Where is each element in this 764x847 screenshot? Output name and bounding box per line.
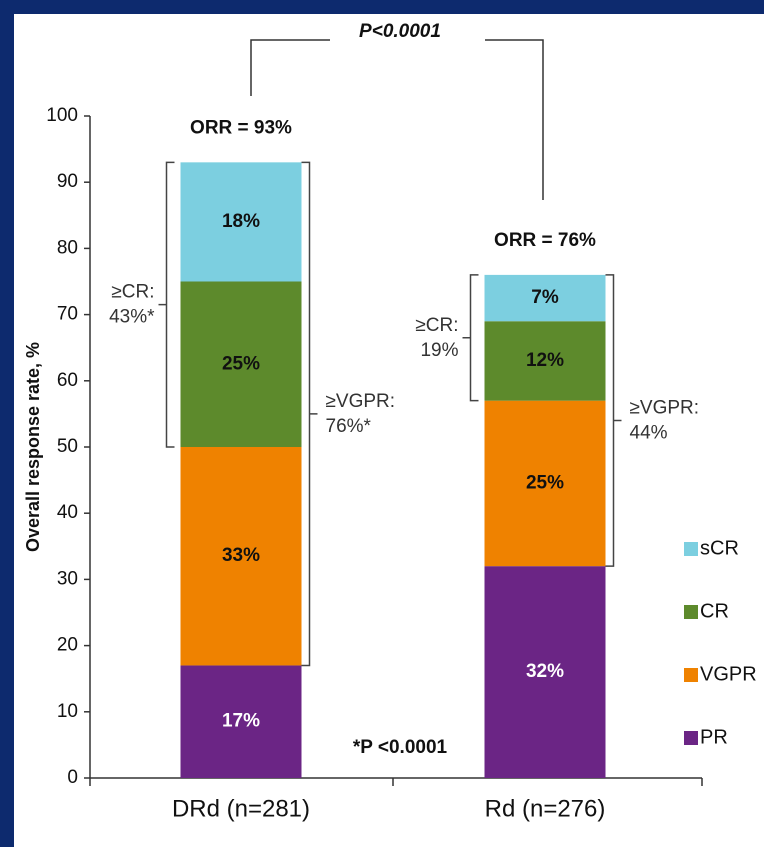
value-label: 32%: [526, 661, 564, 682]
value-label: 25%: [222, 353, 260, 374]
legend-swatch: [684, 731, 698, 745]
bracket-label: ≥CR:: [111, 282, 154, 303]
value-label: 12%: [526, 350, 564, 371]
y-tick-label: 40: [57, 502, 78, 523]
legend-label: PR: [700, 726, 728, 748]
orr-label: ORR = 93%: [190, 117, 292, 138]
value-label: 25%: [526, 472, 564, 493]
bracket: [462, 274, 479, 402]
value-label: 17%: [222, 711, 260, 732]
legend-swatch: [684, 605, 698, 619]
bracket-label: 19%: [420, 340, 458, 361]
p-value: P<0.0001: [359, 21, 441, 42]
value-label: 33%: [222, 545, 260, 566]
y-tick-label: 100: [46, 105, 78, 126]
bar-segment: [180, 665, 302, 778]
y-tick-label: 90: [57, 171, 78, 192]
bracket: [605, 274, 622, 567]
bar-segment: [180, 281, 302, 447]
bracket: [158, 161, 175, 448]
bar-segment: [180, 162, 302, 282]
bar-segment: [484, 400, 606, 567]
orr-label: ORR = 76%: [494, 230, 596, 251]
y-tick-label: 10: [57, 701, 78, 722]
bracket-label: ≥VGPR:: [630, 398, 700, 419]
y-tick-label: 0: [67, 767, 78, 788]
bracket: [301, 161, 318, 667]
bar-segment: [484, 566, 606, 778]
y-axis-label: Overall response rate, %: [23, 342, 43, 552]
y-tick-label: 50: [57, 436, 78, 457]
footnote: *P <0.0001: [353, 737, 448, 758]
y-tick-label: 60: [57, 370, 78, 391]
legend-label: sCR: [700, 537, 739, 559]
value-label: 7%: [531, 287, 559, 308]
bracket-label: 76%*: [326, 416, 372, 437]
bracket-label: 43%*: [109, 307, 155, 328]
y-tick-label: 80: [57, 237, 78, 258]
x-tick-label: DRd (n=281): [172, 795, 310, 822]
y-tick-label: 70: [57, 304, 78, 325]
bracket-label: ≥CR:: [415, 315, 458, 336]
bracket-label: ≥VGPR:: [326, 391, 396, 412]
p-bracket: [250, 39, 544, 200]
panel: [14, 14, 764, 847]
bar-segment: [180, 447, 302, 666]
legend-label: CR: [700, 600, 729, 622]
x-tick-label: Rd (n=276): [485, 795, 606, 822]
bracket-label: 44%: [630, 423, 668, 444]
legend-swatch: [684, 542, 698, 556]
bar-segment: [484, 321, 606, 401]
y-tick-label: 30: [57, 568, 78, 589]
value-label: 18%: [222, 211, 260, 232]
legend-swatch: [684, 668, 698, 682]
legend-label: VGPR: [700, 663, 757, 685]
bar-segment: [484, 274, 606, 322]
y-tick-label: 20: [57, 635, 78, 656]
